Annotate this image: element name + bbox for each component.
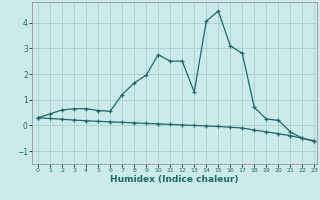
- X-axis label: Humidex (Indice chaleur): Humidex (Indice chaleur): [110, 175, 239, 184]
